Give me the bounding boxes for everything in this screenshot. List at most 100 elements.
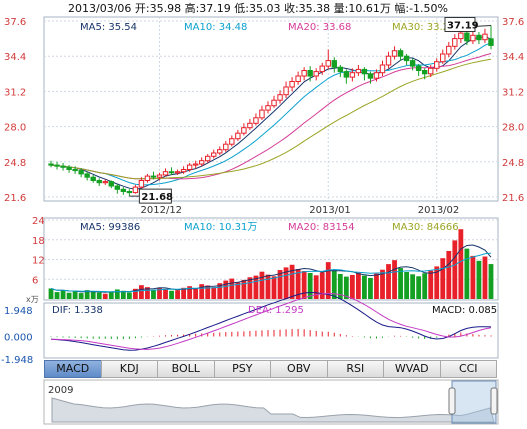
volume-ma10-line xyxy=(50,252,492,293)
candle-body xyxy=(132,186,139,194)
candle-body xyxy=(440,53,446,63)
candle-body xyxy=(428,67,434,75)
volume-bar xyxy=(458,229,464,299)
tab-kdj[interactable]: KDJ xyxy=(100,360,158,378)
candle-body xyxy=(180,169,187,173)
candle-body xyxy=(337,66,344,73)
volume-bar xyxy=(114,289,120,299)
candle-body xyxy=(84,173,90,178)
navigator-right-handle[interactable] xyxy=(490,387,498,415)
volume-bar xyxy=(211,287,217,299)
candle-body xyxy=(331,60,337,68)
volume-bar xyxy=(434,266,440,299)
volume-bar xyxy=(307,272,313,299)
candle-body xyxy=(120,188,127,193)
volume-bar xyxy=(175,290,180,299)
high-marker-label: 37.19 xyxy=(447,21,479,32)
candle-body xyxy=(385,55,392,66)
dea-line xyxy=(50,292,492,350)
navigator-left-handle[interactable] xyxy=(448,387,456,415)
navigator-selection[interactable] xyxy=(451,380,497,424)
candle-body xyxy=(367,73,374,79)
volume-bar xyxy=(440,258,446,299)
candle-body xyxy=(482,33,488,41)
candle-body xyxy=(253,117,259,124)
volume-bar xyxy=(247,277,253,299)
volume-bar xyxy=(145,287,150,299)
tab-boll[interactable]: BOLL xyxy=(157,360,215,378)
price-ytick-left: 31.2 xyxy=(4,87,26,98)
volume-ytick: 24 xyxy=(32,216,45,227)
price-ma-legend-item: MA20: 33.68 xyxy=(288,22,351,33)
volume-bar xyxy=(54,292,60,299)
volume-bar xyxy=(90,291,96,299)
volume-bar xyxy=(157,288,162,299)
volume-ytick: 12 xyxy=(32,256,45,267)
candle-body xyxy=(446,45,452,55)
candle-body xyxy=(277,94,283,101)
tab-macd[interactable]: MACD xyxy=(44,360,102,378)
volume-bar xyxy=(362,275,367,299)
volume-bar xyxy=(271,276,277,299)
price-ytick-left: 21.6 xyxy=(4,193,26,204)
candle-body xyxy=(72,169,78,172)
price-xtick: 2013/02 xyxy=(418,205,460,216)
price-ytick-left: 37.6 xyxy=(4,17,26,28)
candle-body xyxy=(223,143,229,151)
price-ytick-right: 34.4 xyxy=(502,52,524,63)
volume-bar xyxy=(163,289,168,299)
volume-bar xyxy=(488,264,494,299)
volume-bar xyxy=(139,285,144,299)
price-ytick-right: 24.8 xyxy=(502,158,524,169)
candle-body xyxy=(452,38,458,47)
price-ma-legend-item: MA30: 33.24 xyxy=(392,22,455,33)
candle-body xyxy=(217,149,223,154)
volume-bar xyxy=(199,284,205,299)
dif-line xyxy=(50,291,492,351)
price-xtick: 2012/12 xyxy=(141,205,183,216)
volume-ma-legend-item: MA30: 84666 xyxy=(392,222,459,233)
candle-body xyxy=(265,105,271,111)
candle-body xyxy=(108,181,114,187)
volume-bar xyxy=(337,273,343,299)
tab-wvad[interactable]: WVAD xyxy=(383,360,441,378)
volume-bar xyxy=(223,280,229,299)
low-marker-box xyxy=(138,188,172,204)
candle-body xyxy=(114,185,121,190)
volume-bar xyxy=(374,273,379,299)
candle-body xyxy=(168,171,175,174)
volume-bar xyxy=(259,271,265,299)
volume-bar xyxy=(428,270,434,299)
volume-bar xyxy=(120,290,126,299)
candle-body xyxy=(301,70,307,77)
volume-bar xyxy=(470,255,476,299)
candle-body xyxy=(355,68,362,74)
candle-body xyxy=(66,166,72,171)
volume-bar xyxy=(181,287,187,299)
candle-body xyxy=(150,175,157,178)
volume-bar xyxy=(108,291,114,299)
candle-body xyxy=(415,65,422,71)
tab-obv[interactable]: OBV xyxy=(270,360,328,378)
tab-cci[interactable]: CCI xyxy=(439,360,497,378)
macd-ytick: 1.948 xyxy=(4,306,33,317)
candle-body xyxy=(343,71,350,78)
volume-bar xyxy=(193,288,199,299)
volume-bar xyxy=(132,288,138,299)
volume-bar xyxy=(325,262,331,299)
candle-body xyxy=(421,70,428,75)
candle-body xyxy=(464,32,470,42)
candle-body xyxy=(102,181,108,184)
tab-psy[interactable]: PSY xyxy=(213,360,271,378)
volume-bar xyxy=(229,278,235,299)
price-ytick-left: 28.0 xyxy=(4,123,26,134)
candle-body xyxy=(60,165,66,168)
volume-bar xyxy=(386,264,391,299)
volume-bar xyxy=(84,290,90,299)
volume-bar xyxy=(48,288,54,299)
volume-ma-legend-item: MA5: 99386 xyxy=(80,222,140,233)
dea-label: DEA: 1.295 xyxy=(248,305,304,316)
tab-rsi[interactable]: RSI xyxy=(326,360,384,378)
volume-bar xyxy=(187,286,193,299)
